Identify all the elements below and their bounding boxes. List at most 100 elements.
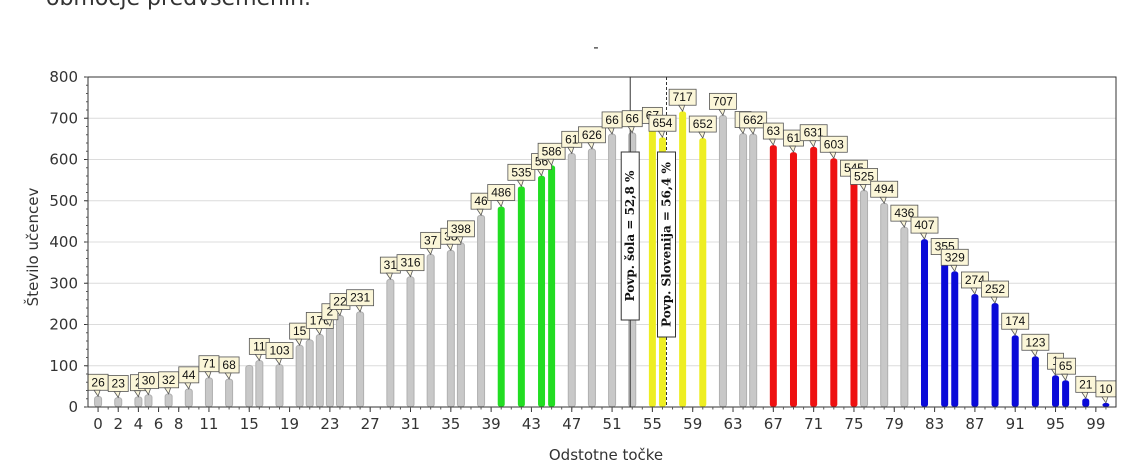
y-tick-label: 700 <box>49 109 78 127</box>
bar <box>245 364 254 408</box>
x-tick-label: 71 <box>804 415 823 433</box>
data-label: 707 <box>709 92 737 117</box>
bar <box>497 206 505 407</box>
data-label-pointer <box>184 382 192 390</box>
data-label: 11 <box>248 337 270 362</box>
data-label: 407 <box>910 216 939 241</box>
x-tick-label: 11 <box>199 415 218 433</box>
x-axis-title: Odstotne točke <box>549 446 663 464</box>
data-label-text: 68 <box>222 358 236 372</box>
data-label-pointer <box>748 127 756 135</box>
data-label-text: 652 <box>693 117 713 131</box>
x-tick-label: 4 <box>134 415 144 433</box>
x-tick-label: 59 <box>683 415 702 433</box>
data-label-text: 61 <box>565 132 579 146</box>
x-tick-label: 31 <box>401 415 420 433</box>
data-label: 329 <box>940 248 969 273</box>
data-label: 174 <box>1001 312 1030 337</box>
y-tick-label: 0 <box>68 398 78 416</box>
data-label-pointer <box>899 220 907 229</box>
bar <box>356 311 365 408</box>
bar <box>164 393 173 408</box>
bar <box>648 129 656 407</box>
data-label-pointer <box>315 328 323 336</box>
data-label: 662 <box>739 111 768 135</box>
data-label: 26 <box>87 373 109 398</box>
data-label: 103 <box>265 342 294 366</box>
data-label-text: 65 <box>1059 359 1073 373</box>
data-label-text: 103 <box>269 344 289 358</box>
data-label-text: 15 <box>293 324 307 338</box>
data-label-pointer <box>677 104 686 113</box>
data-label: 494 <box>870 180 899 205</box>
data-label-pointer <box>949 264 958 273</box>
bar <box>305 339 314 408</box>
x-tick-label: 55 <box>643 415 662 433</box>
bar <box>1082 398 1090 407</box>
data-label-pointer <box>133 390 141 398</box>
data-label-pointer <box>536 169 545 177</box>
bar <box>941 260 949 407</box>
data-label: 231 <box>346 289 375 313</box>
data-label-pointer <box>274 358 283 366</box>
data-label-text: 32 <box>162 373 176 387</box>
data-label-pointer <box>446 243 454 252</box>
data-label: 23 <box>107 375 129 399</box>
bar <box>587 148 596 408</box>
data-label-text: 63 <box>767 124 781 138</box>
data-label-text: 174 <box>1005 314 1025 328</box>
bar <box>951 271 959 407</box>
data-label-pointer <box>496 200 504 208</box>
bar <box>1052 375 1060 407</box>
data-label-pointer <box>113 391 121 399</box>
average-label-text: Povp. šola = 52,8 % <box>623 170 637 301</box>
data-label-pointer <box>425 247 434 256</box>
data-label-pointer <box>224 372 232 380</box>
data-label-text: 329 <box>945 250 965 264</box>
data-label: 65 <box>1055 357 1077 382</box>
grid-lines <box>88 117 1116 367</box>
bars-group <box>94 111 1110 408</box>
data-label-pointer <box>738 127 746 135</box>
data-label-text: 494 <box>874 182 894 196</box>
bar <box>315 333 324 408</box>
data-label-pointer <box>970 287 978 295</box>
x-tick-label: 67 <box>764 415 783 433</box>
data-label-pointer <box>405 270 414 278</box>
data-label: 252 <box>981 280 1009 304</box>
data-label-pointer <box>1030 349 1038 358</box>
y-tick-label: 800 <box>49 68 78 86</box>
data-label-pointer <box>143 388 152 396</box>
bar <box>1062 380 1070 407</box>
bar <box>880 202 889 408</box>
data-label: 654 <box>648 114 677 139</box>
data-label-text: 316 <box>400 256 420 270</box>
bar <box>991 303 999 407</box>
bar <box>1031 356 1039 407</box>
data-label: 30 <box>138 372 159 396</box>
bar <box>144 394 153 408</box>
data-label-pointer <box>516 179 524 188</box>
data-label-text: 2 <box>327 305 334 319</box>
data-label-pointer <box>808 140 817 148</box>
data-label-pointer <box>607 127 615 135</box>
data-label-pointer <box>476 208 484 217</box>
data-label-text: 707 <box>713 94 733 108</box>
average-annotation: Povp. Slovenija = 56,4 % <box>657 151 677 338</box>
y-tick-label: 100 <box>49 357 78 375</box>
data-label: 398 <box>447 220 475 244</box>
data-label-pointer <box>879 196 887 205</box>
bar <box>517 186 525 407</box>
data-label-pointer <box>718 108 726 117</box>
data-label-pointer <box>859 184 867 192</box>
data-label-text: 11 <box>253 339 266 353</box>
bar <box>134 396 143 408</box>
data-label-text: 274 <box>965 273 985 287</box>
data-label: 44 <box>178 366 200 390</box>
bar <box>325 325 334 408</box>
data-label-pointer <box>627 126 635 134</box>
data-label-text: 535 <box>511 165 531 179</box>
data-label: 626 <box>578 126 606 150</box>
data-label-pointer <box>1060 373 1069 382</box>
data-label: 603 <box>819 135 848 160</box>
